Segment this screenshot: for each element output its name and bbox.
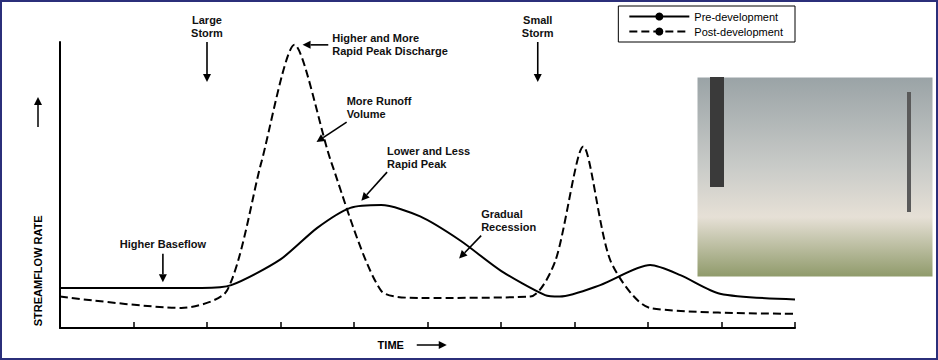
- svg-text:Recession: Recession: [481, 221, 536, 233]
- svg-text:STREAMFLOW RATE: STREAMFLOW RATE: [32, 215, 44, 326]
- svg-text:Storm: Storm: [191, 27, 223, 39]
- svg-text:Rapid Peak: Rapid Peak: [387, 158, 447, 170]
- svg-text:Higher and More: Higher and More: [332, 32, 419, 44]
- svg-text:Small: Small: [523, 14, 552, 26]
- svg-text:Lower and Less: Lower and Less: [387, 145, 470, 157]
- svg-text:Storm: Storm: [522, 27, 554, 39]
- svg-text:Pre-development: Pre-development: [694, 11, 778, 23]
- svg-text:TIME: TIME: [378, 339, 404, 351]
- svg-text:Gradual: Gradual: [481, 208, 523, 220]
- svg-text:Rapid Peak Discharge: Rapid Peak Discharge: [332, 45, 448, 57]
- svg-text:More Runoff: More Runoff: [347, 95, 412, 107]
- svg-text:Large: Large: [192, 14, 222, 26]
- svg-text:Post-development: Post-development: [694, 26, 783, 38]
- svg-text:Volume: Volume: [347, 108, 386, 120]
- svg-text:Higher Baseflow: Higher Baseflow: [120, 238, 207, 250]
